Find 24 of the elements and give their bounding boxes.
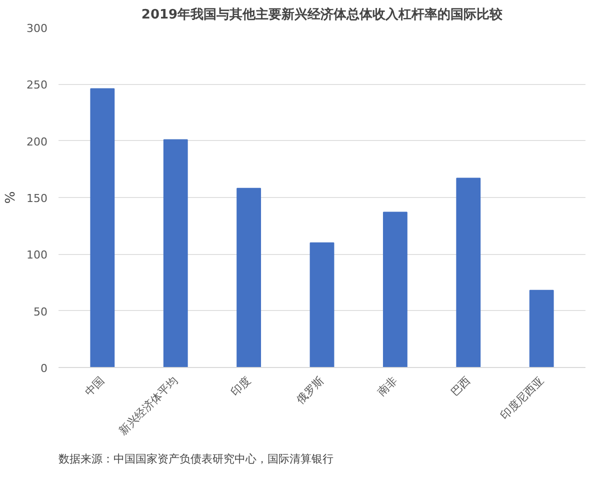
y-tick-label: 150 bbox=[26, 192, 48, 205]
y-tick-label: 100 bbox=[26, 248, 48, 262]
y-tick-label: 0 bbox=[40, 362, 48, 375]
x-tick-label: 俄罗斯 bbox=[294, 374, 327, 406]
x-tick-label: 新兴经济体平均 bbox=[116, 374, 180, 438]
bar bbox=[382, 212, 408, 368]
source-note: 数据来源：中国国家资产负债表研究中心，国际清算银行 bbox=[58, 452, 334, 466]
x-tick-label: 印度尼西亚 bbox=[498, 374, 546, 422]
bar bbox=[163, 139, 188, 368]
bar bbox=[529, 290, 554, 368]
bar bbox=[456, 178, 481, 368]
x-tick-label: 中国 bbox=[82, 374, 108, 399]
chart-title: 2019年我国与其他主要新兴经济体总体收入杠杆率的国际比较 bbox=[141, 6, 504, 22]
x-tick-label: 南非 bbox=[375, 374, 400, 399]
y-tick-label: 250 bbox=[26, 78, 48, 92]
y-tick-label: 200 bbox=[26, 135, 48, 148]
bar bbox=[310, 242, 334, 368]
y-tick-label: 50 bbox=[34, 305, 48, 318]
bar bbox=[90, 88, 115, 368]
y-axis-title: % bbox=[4, 191, 19, 204]
bar bbox=[236, 188, 262, 368]
x-tick-label: 巴西 bbox=[448, 374, 473, 399]
y-tick-label: 300 bbox=[26, 22, 48, 35]
x-tick-label: 印度 bbox=[228, 374, 254, 399]
